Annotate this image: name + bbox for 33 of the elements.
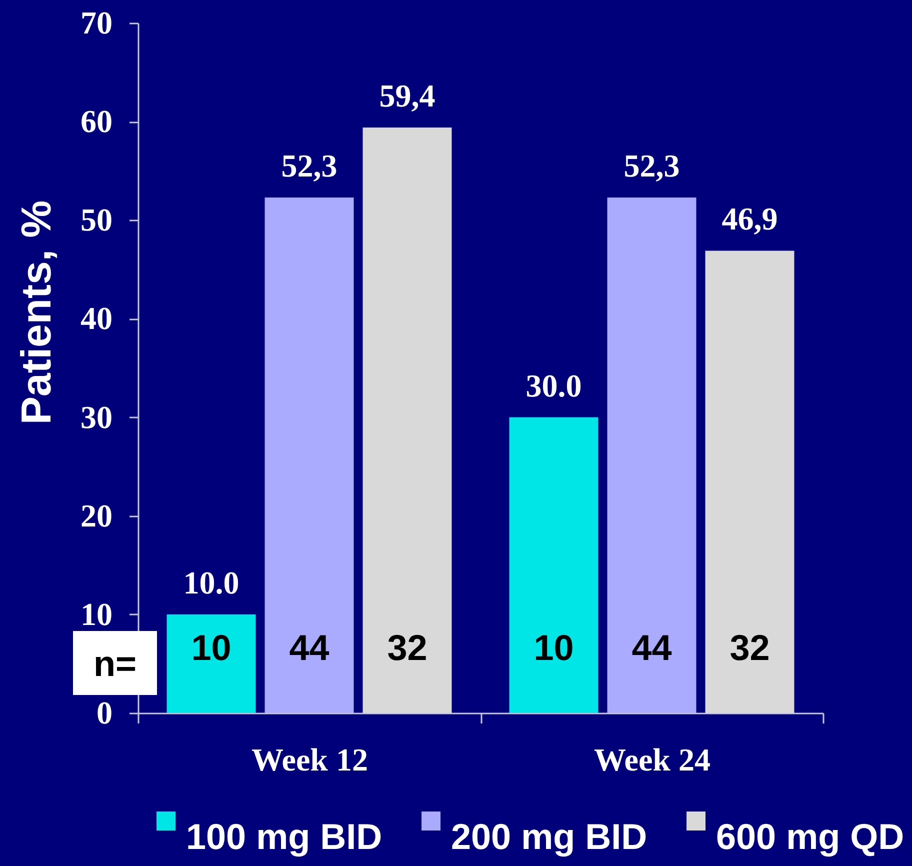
data-label: 59,4 <box>379 77 436 114</box>
text: n= <box>93 643 137 684</box>
annotation: 10 <box>534 627 574 668</box>
y-tick-label: 70 <box>80 4 112 40</box>
data-label: 52,3 <box>624 147 680 184</box>
y-tick-label: 60 <box>80 103 112 140</box>
bar <box>264 197 354 713</box>
x-tick-label: Week 24 <box>594 742 710 778</box>
annotation: 44 <box>289 627 330 668</box>
bar <box>166 614 256 713</box>
annotation: 10 <box>191 627 232 668</box>
y-tick-label: 30 <box>80 398 112 435</box>
x-tick-label: Week 12 <box>252 742 368 778</box>
legend-label: 100 mg BID <box>186 816 382 857</box>
legend-label: 200 mg BID <box>451 816 648 857</box>
bar <box>705 250 794 713</box>
bar <box>607 197 696 713</box>
data-label: 52,3 <box>281 147 338 184</box>
annotation: 44 <box>632 627 672 668</box>
y-tick-label: 20 <box>80 497 112 534</box>
data-label: 46,9 <box>722 200 778 237</box>
y-tick-label: 0 <box>96 694 112 730</box>
y-axis-title: Patients, % <box>12 200 60 425</box>
legend-label: 600 mg QD <box>716 816 904 857</box>
y-tick-label: 10 <box>80 596 112 632</box>
bar <box>362 127 452 713</box>
y-tick-label: 50 <box>80 202 112 238</box>
annotation: 32 <box>387 627 428 668</box>
annotation: 32 <box>730 627 770 668</box>
data-label: 10.0 <box>183 564 240 600</box>
data-label: 30.0 <box>526 367 582 404</box>
bar <box>509 417 598 713</box>
y-tick-label: 40 <box>80 300 112 336</box>
